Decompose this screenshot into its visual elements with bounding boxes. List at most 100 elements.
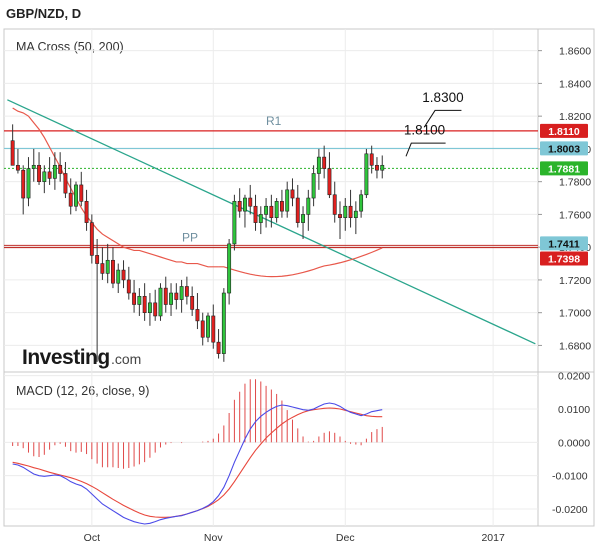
macd-tick-label: -0.0100 [552, 471, 588, 483]
candle-bullish [105, 259, 110, 274]
candle-bullish [258, 214, 263, 223]
macd-tick-label: 0.0000 [558, 437, 590, 449]
logo-main: Investing [22, 346, 110, 369]
price-badge-current[interactable] [540, 161, 588, 176]
candle-bearish [95, 255, 100, 264]
candle-bearish [279, 201, 284, 212]
chart-frame [3, 28, 595, 527]
candle-bearish [237, 201, 242, 212]
symbol-title: GBP/NZD, D [6, 6, 81, 21]
candle-bearish [338, 214, 342, 218]
annotations: 1.8100 1.8300 [404, 90, 464, 157]
price-tick-label: 1.6800 [559, 340, 591, 352]
level-label-pp: PP [182, 231, 198, 245]
logo-suffix: .com [111, 351, 141, 367]
candle-bullish [147, 302, 152, 313]
candle-bullish [264, 205, 269, 215]
candle-bullish [364, 153, 369, 196]
price-tick-label: 1.7600 [559, 209, 591, 221]
candle-bearish [269, 205, 274, 218]
candle-bearish [142, 296, 147, 313]
candle-bearish [327, 168, 332, 196]
candle-bullish [311, 173, 316, 199]
price-badge-label: 1.7411 [548, 238, 580, 250]
time-tick-label: Nov [204, 532, 223, 544]
candle-bullish [227, 243, 232, 294]
candle-bullish [42, 171, 47, 182]
candle-bearish [153, 302, 158, 317]
candle-bullish [169, 292, 173, 305]
candle-bearish [58, 164, 63, 174]
macd-tick-label: -0.0200 [552, 504, 588, 516]
candle-bullish [74, 184, 78, 207]
candle-bearish [79, 184, 84, 202]
price-tick-label: 1.7000 [559, 308, 591, 320]
price-tick-label: 1.8400 [559, 78, 591, 90]
candle-bullish [137, 296, 142, 305]
candle-bearish [89, 222, 94, 256]
candle-bearish [184, 286, 189, 297]
price-badge-pivot-resistance[interactable] [540, 236, 588, 251]
candlesticks [10, 124, 385, 362]
price-badge-resistance[interactable] [540, 141, 588, 156]
candle-bullish [221, 292, 226, 354]
candle-bullish [26, 168, 31, 199]
candle-bullish [301, 214, 305, 223]
target-label-2: 1.8300 [422, 90, 463, 105]
candle-bearish [37, 164, 41, 182]
candle-bearish [100, 263, 105, 274]
candle-bullish [353, 210, 358, 218]
candle-bearish [295, 197, 300, 223]
candle-bearish [248, 197, 253, 207]
candle-bullish [380, 164, 385, 171]
main-pane-title: MA Cross (50, 200) [16, 40, 124, 54]
candle-bullish [158, 287, 163, 317]
price-tick-label: 1.7800 [559, 177, 591, 189]
candle-bearish [163, 287, 168, 305]
candle-bearish [121, 269, 126, 281]
candle-bullish [206, 315, 210, 338]
price-badge-label: 1.7881 [548, 163, 580, 175]
ma50-line [12, 107, 219, 268]
candle-bullish [243, 197, 247, 212]
candle-bearish [68, 192, 73, 207]
candle-bullish [285, 189, 290, 212]
price-badge-label: 1.8003 [548, 143, 580, 155]
candle-bearish [200, 320, 205, 338]
candle-bearish [348, 205, 353, 218]
candle-bullish [232, 201, 237, 245]
candle-bearish [132, 292, 137, 305]
candle-bullish [116, 269, 121, 284]
candle-bearish [195, 309, 200, 322]
target-label-1: 1.8100 [404, 123, 445, 138]
candle-bearish [216, 341, 221, 354]
candle-bullish [359, 194, 364, 212]
candle-bearish [369, 153, 374, 166]
target-connector-1 [405, 142, 446, 157]
macd-line [12, 402, 383, 525]
candle-bullish [31, 164, 36, 169]
macd-tick-label: 0.0100 [558, 404, 590, 416]
price-badge-label: 1.7398 [548, 254, 580, 266]
price-badges[interactable]: 1.8110 1.8003 1.7881 1.7411 1.7398 [540, 123, 588, 266]
candle-bearish [190, 296, 195, 310]
price-badge-pp[interactable] [540, 251, 588, 266]
candle-bearish [47, 171, 52, 179]
candle-bullish [52, 164, 57, 179]
candle-bearish [111, 259, 115, 284]
candle-bearish [126, 279, 131, 294]
candle-bearish [332, 194, 337, 215]
candle-bearish [253, 205, 258, 223]
axis-labels: 1.68001.70001.72001.74001.76001.78001.80… [84, 46, 592, 544]
time-tick-label: Oct [84, 532, 100, 544]
candle-bearish [15, 164, 20, 171]
price-badge-r1[interactable] [540, 123, 588, 138]
candle-bullish [316, 156, 321, 174]
candle-bearish [21, 169, 26, 199]
investing-logo: Investing .com [22, 346, 141, 369]
candle-bearish [322, 156, 327, 169]
candle-bullish [306, 197, 311, 215]
candle-bearish [174, 292, 179, 300]
candle-bearish [290, 189, 295, 199]
